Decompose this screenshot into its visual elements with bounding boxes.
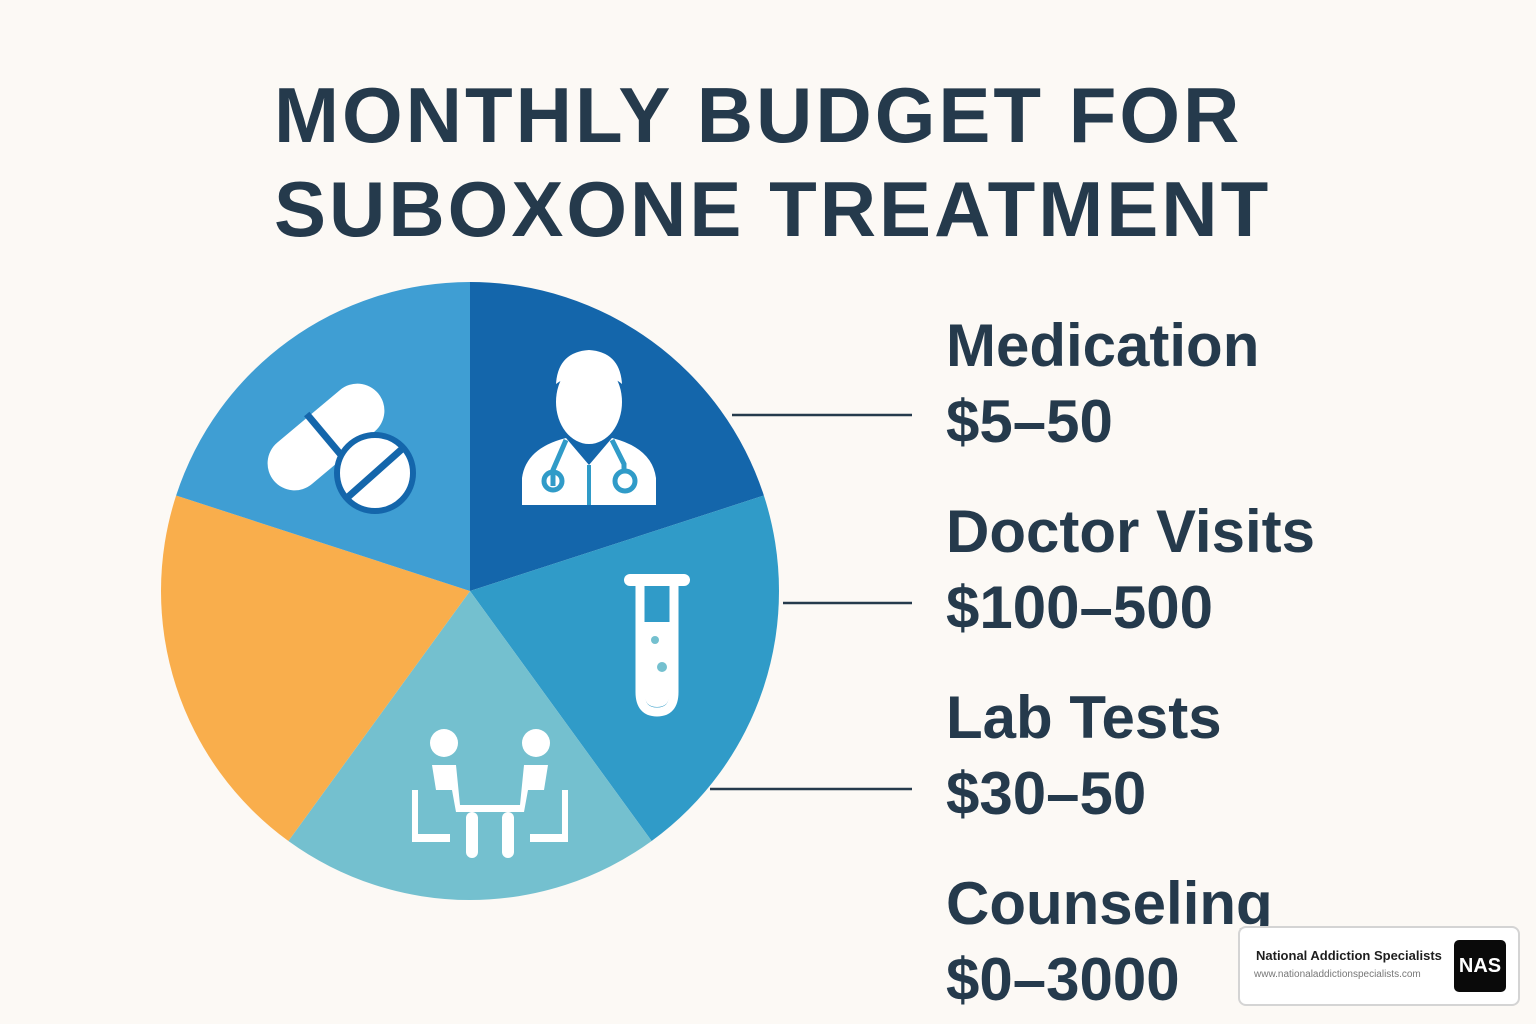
brand-logo: NAS [1454,940,1506,992]
leader-lines [710,413,912,791]
legend-range: $5–50 [946,388,1113,455]
title-line-2: SUBOXONE TREATMENT [274,165,1272,253]
legend-name: Medication [946,312,1260,379]
pie-slice-4 [161,495,470,841]
legend-lab-tests: Lab Tests $30–50 [946,680,1222,832]
doctor-icon [522,350,656,505]
legend-name: Doctor Visits [946,498,1315,565]
brand-badge[interactable]: National Addiction Specialists www.natio… [1238,926,1520,1006]
legend-counseling: Counseling $0–3000 [946,866,1273,1018]
legend-medication: Medication $5–50 [946,308,1259,460]
brand-name: National Addiction Specialists [1256,948,1442,963]
legend-range: $30–50 [946,760,1147,827]
page-title: MONTHLY BUDGET FOR SUBOXONE TREATMENT [274,68,1271,256]
brand-url[interactable]: www.nationaladdictionspecialists.com [1254,969,1421,980]
legend-doctor-visits: Doctor Visits $100–500 [946,494,1315,646]
legend-name: Lab Tests [946,684,1222,751]
pie-slice-1 [470,282,764,591]
pie-slice-2 [470,495,780,841]
title-line-1: MONTHLY BUDGET FOR [274,71,1243,159]
test-tube-icon [624,574,690,717]
pie-slice-3 [288,591,652,901]
legend-range: $0–3000 [946,946,1180,1013]
legend-range: $100–500 [946,574,1213,641]
legend-name: Counseling [946,870,1273,937]
counseling-icon [412,729,568,858]
pills-icon [267,383,416,514]
